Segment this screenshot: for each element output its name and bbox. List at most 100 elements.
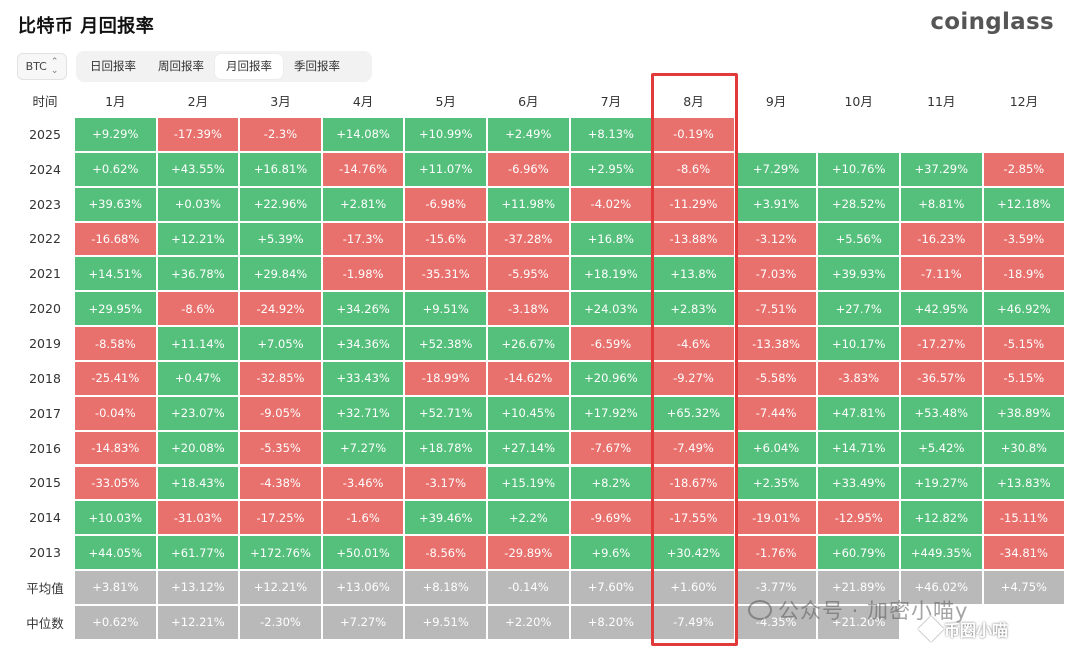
return-cell: +39.46% [404, 500, 487, 536]
return-cell: -4.02% [569, 186, 653, 222]
return-cell: -3.59% [982, 221, 1066, 257]
return-cell: +7.60% [569, 570, 653, 605]
return-cell: +8.18% [404, 570, 487, 605]
return-cell: +28.52% [817, 186, 900, 222]
return-cell: -9.05% [239, 395, 322, 431]
year-label: 2014 [29, 510, 61, 526]
return-cell: -35.31% [404, 256, 487, 292]
return-cell: -14.83% [74, 430, 157, 466]
return-cell: +50.01% [321, 535, 405, 571]
return-cell: -8.6% [652, 151, 735, 187]
return-cell: +34.36% [321, 326, 405, 361]
return-cell: -18.99% [404, 360, 487, 396]
return-cell: -29.89% [487, 535, 570, 571]
return-cell: -1.98% [321, 256, 405, 292]
return-cell: -0.04% [74, 395, 157, 431]
return-cell: -8.6% [156, 291, 240, 327]
return-cell: +19.27% [900, 465, 983, 501]
return-cell: -3.18% [487, 291, 570, 327]
return-cell: +9.29% [74, 117, 157, 152]
return-cell: +61.77% [156, 535, 240, 571]
return-cell: -17.27% [900, 326, 983, 361]
return-cell: +5.39% [239, 221, 322, 257]
return-cell: -24.92% [239, 291, 322, 327]
return-cell: -7.51% [734, 291, 818, 327]
return-cell: +26.67% [487, 326, 570, 361]
return-cell: +44.05% [74, 535, 157, 571]
return-cell: +38.89% [982, 395, 1066, 431]
return-cell: +12.21% [156, 604, 240, 640]
month-header: 1月 [105, 93, 126, 109]
return-cell: +11.14% [156, 326, 240, 361]
return-cell: +36.78% [156, 256, 240, 292]
return-cell: +37.29% [900, 151, 983, 187]
return-cell: -1.6% [321, 500, 405, 536]
return-cell: -13.88% [652, 221, 735, 257]
return-cell: +46.02% [900, 570, 983, 605]
return-cell: +27.7% [817, 291, 900, 327]
return-cell: +2.49% [487, 117, 570, 152]
page-title: 比特币 月回报率 [18, 16, 155, 37]
return-cell: +9.51% [404, 604, 487, 640]
return-cell: +65.32% [652, 395, 735, 431]
year-label: 2020 [29, 301, 61, 317]
summary-row-label: 中位数 [26, 615, 64, 631]
return-cell: +33.43% [321, 360, 405, 396]
month-header: 3月 [270, 93, 291, 109]
return-cell: +2.81% [321, 186, 405, 222]
return-cell: -14.62% [487, 360, 570, 396]
return-cell: +30.8% [982, 430, 1066, 466]
return-cell: -15.11% [982, 500, 1066, 536]
return-cell: +15.19% [487, 465, 570, 501]
return-cell: -3.12% [734, 221, 818, 257]
period-tabs: 日回报率 周回报率 月回报率 季回报率 [76, 51, 372, 82]
return-cell: +47.81% [817, 395, 900, 431]
return-cell: +18.19% [569, 256, 653, 292]
return-cell: +13.83% [982, 465, 1066, 501]
return-cell: -15.6% [404, 221, 487, 257]
tab-weekly-returns[interactable]: 周回报率 [158, 59, 204, 73]
year-label: 2018 [29, 370, 61, 386]
tab-daily-returns[interactable]: 日回报率 [90, 59, 136, 73]
return-cell: +21.20% [817, 604, 900, 640]
return-cell: -25.41% [74, 360, 157, 396]
return-cell: +7.05% [239, 326, 322, 361]
return-cell: +12.21% [239, 570, 322, 605]
return-cell: -4.6% [652, 326, 735, 361]
wechat-watermark-text: 公众号 · 加密小喵y [778, 599, 969, 623]
return-cell: -7.49% [652, 604, 735, 640]
return-cell: +42.95% [900, 291, 983, 327]
tab-quarterly-returns[interactable]: 季回报率 [294, 59, 340, 73]
return-cell: -3.83% [817, 360, 900, 396]
year-label: 2013 [29, 545, 61, 561]
return-cell: -7.03% [734, 256, 818, 292]
return-cell: +449.35% [900, 535, 983, 571]
return-cell: +39.63% [74, 186, 157, 222]
return-cell: -12.95% [817, 500, 900, 536]
return-cell: -5.95% [487, 256, 570, 292]
return-cell: -6.96% [487, 151, 570, 187]
return-cell: +7.27% [321, 430, 405, 466]
month-header: 6月 [518, 93, 539, 109]
return-cell: +27.14% [487, 430, 570, 466]
return-cell: -1.76% [734, 535, 818, 571]
return-cell: -2.85% [982, 151, 1066, 187]
month-header: 4月 [352, 93, 374, 109]
return-cell: +7.27% [321, 604, 405, 640]
return-cell: -0.14% [487, 570, 570, 605]
month-header: 11月 [927, 93, 956, 109]
return-cell: +10.45% [487, 395, 570, 431]
month-header: 9月 [765, 93, 787, 109]
return-cell: +5.56% [817, 221, 900, 257]
year-label: 2019 [29, 336, 61, 352]
return-cell: +0.62% [74, 151, 157, 187]
return-cell: +0.62% [74, 604, 157, 640]
return-cell: +20.96% [569, 360, 653, 396]
year-label: 2017 [29, 405, 61, 421]
asset-select[interactable]: BTC ⌃ ⌄ [17, 53, 67, 80]
return-cell: +2.20% [487, 604, 570, 640]
return-cell: +23.07% [156, 395, 240, 431]
return-cell: +14.71% [817, 430, 900, 466]
return-cell: +39.93% [817, 256, 900, 292]
tab-monthly-returns[interactable]: 月回报率 [215, 54, 283, 79]
